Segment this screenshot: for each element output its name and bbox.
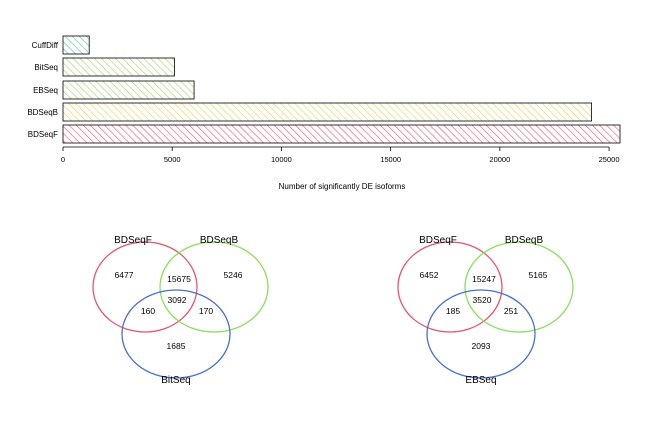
category-label-bdseqf: BDSeqF bbox=[28, 130, 58, 139]
x-tick-label: 25000 bbox=[599, 155, 620, 164]
bar-category-labels: CuffDiff BitSeq EBSeq BDSeqB BDSeqF bbox=[27, 41, 58, 139]
venn-set-bitseq bbox=[121, 289, 231, 379]
venn-set-label: BDSeqF bbox=[419, 235, 457, 246]
venn-set-bdseqb bbox=[464, 241, 574, 333]
category-label-bitseq: BitSeq bbox=[34, 63, 58, 72]
venn-count: 6477 bbox=[115, 270, 134, 280]
venn-set-bdseqb bbox=[159, 241, 269, 333]
venn-count: 3520 bbox=[473, 295, 492, 305]
venn-count: 5165 bbox=[529, 270, 548, 280]
category-label-ebseq: EBSeq bbox=[33, 86, 58, 95]
venn-set-label: BDSeqB bbox=[505, 235, 544, 246]
venn-count: 6452 bbox=[420, 270, 439, 280]
bar-chart: CuffDiff BitSeq EBSeq BDSeqB BDSeqF 0 5000 100… bbox=[27, 35, 621, 191]
venn-count: 5246 bbox=[224, 270, 243, 280]
venn-set-bdseqf bbox=[397, 241, 503, 333]
x-tick-label: 15000 bbox=[380, 155, 401, 164]
venn-count: 185 bbox=[446, 306, 460, 316]
venn-count: 170 bbox=[199, 306, 213, 316]
venn-set-label: BDSeqB bbox=[200, 235, 239, 246]
venn-count: 251 bbox=[504, 306, 518, 316]
bar-ebseq bbox=[62, 80, 195, 100]
x-tick-label: 5000 bbox=[164, 155, 181, 164]
venn-set-label: EBSeq bbox=[465, 375, 496, 386]
venn-set-ebseq bbox=[426, 289, 536, 379]
x-tick-label: 0 bbox=[61, 155, 65, 164]
venn-set-bdseqf bbox=[92, 241, 198, 333]
x-axis-label: Number of significantly DE isoforms bbox=[279, 182, 406, 191]
category-label-cuffdiff: CuffDiff bbox=[32, 41, 59, 50]
x-tick-label: 20000 bbox=[489, 155, 510, 164]
venn-count: 160 bbox=[141, 306, 155, 316]
bar-series bbox=[62, 35, 621, 144]
venn-count: 3092 bbox=[168, 295, 187, 305]
venn-set-label: BDSeqF bbox=[114, 235, 152, 246]
x-tick-label: 10000 bbox=[271, 155, 292, 164]
venn-count: 1685 bbox=[167, 341, 186, 351]
bar-bitseq bbox=[62, 57, 175, 77]
x-axis: 0 5000 10000 15000 20000 25000 bbox=[61, 146, 620, 164]
bar-cuffdiff bbox=[62, 35, 90, 55]
category-label-bdseqb: BDSeqB bbox=[27, 108, 58, 117]
venn-set-label: BitSeq bbox=[161, 375, 190, 386]
venn-count: 15675 bbox=[167, 274, 191, 284]
venn-count: 15247 bbox=[472, 274, 496, 284]
venn-count: 2093 bbox=[472, 341, 491, 351]
bar-bdseqf bbox=[62, 124, 621, 144]
bar-bdseqb bbox=[62, 102, 593, 122]
